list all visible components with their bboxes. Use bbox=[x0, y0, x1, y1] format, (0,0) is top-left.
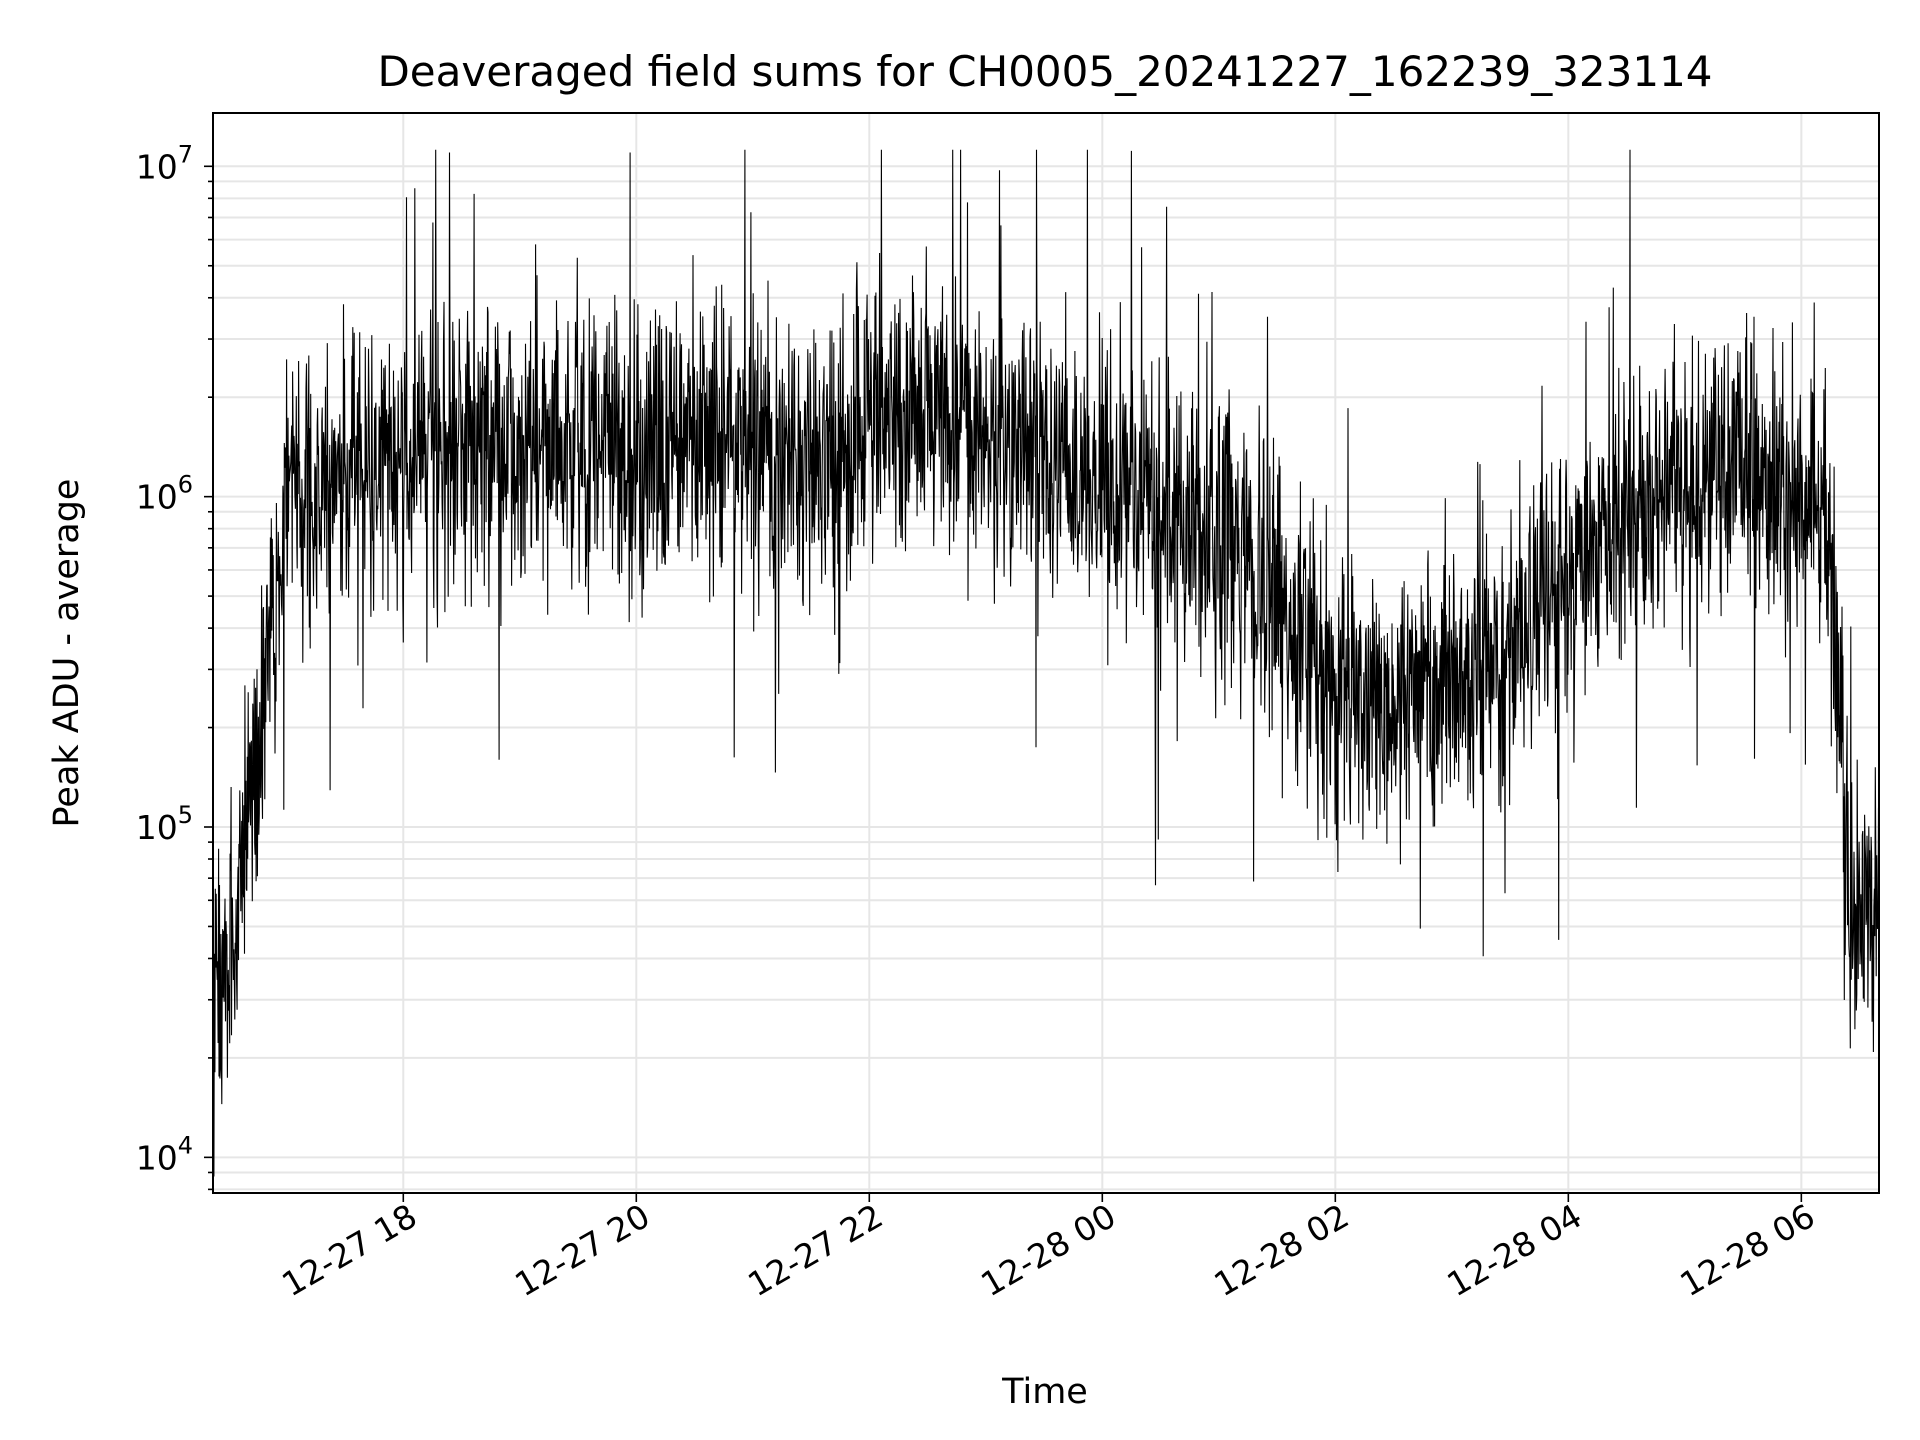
y-axis-label: Peak ADU - average bbox=[47, 479, 87, 828]
y-axis: 104 105 106 107 bbox=[136, 140, 213, 1191]
y-tick-label: 104 bbox=[136, 1131, 193, 1177]
y-tick-label: 106 bbox=[136, 471, 193, 517]
y-tick-label: 105 bbox=[136, 801, 193, 847]
y-tick-label: 107 bbox=[136, 140, 193, 186]
chart-title: Deaveraged field sums for CH0005_2024122… bbox=[377, 47, 1712, 96]
plot-frame bbox=[212, 112, 1880, 1194]
series-line bbox=[213, 149, 1879, 1177]
x-axis-label: Time bbox=[1001, 1372, 1088, 1412]
